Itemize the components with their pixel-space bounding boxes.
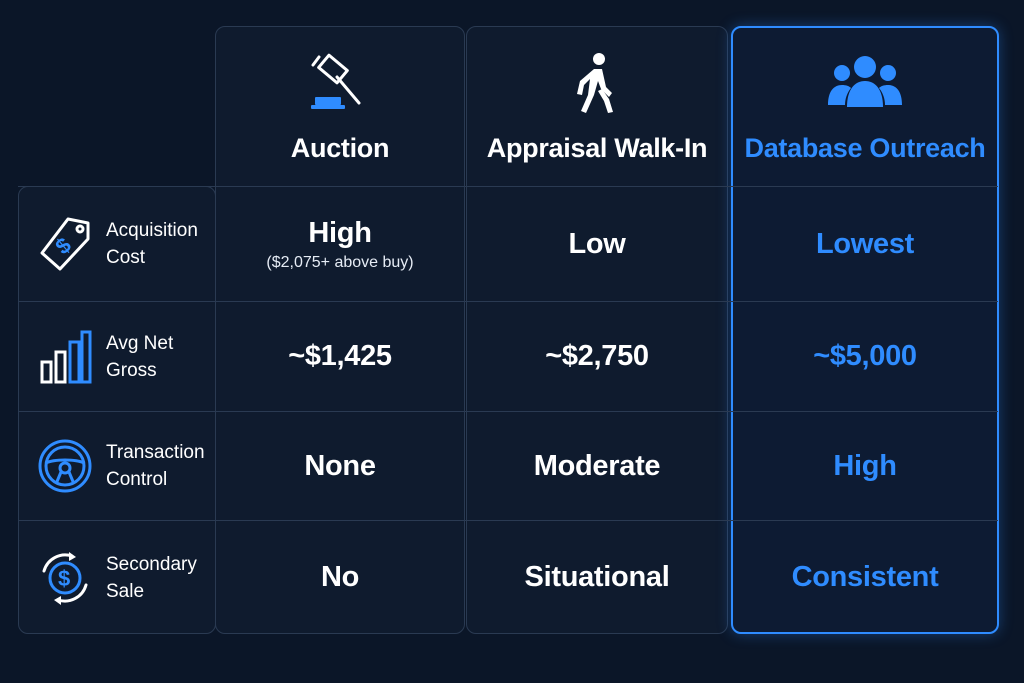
cell-value: Situational — [524, 561, 670, 593]
cell-value: ~$5,000 — [813, 340, 917, 372]
cell-auction-avg-net-gross: ~$1,425 — [215, 302, 465, 411]
cell-value: High — [833, 449, 897, 482]
cell-subtext: ($2,075+ above buy) — [266, 253, 414, 271]
steering-wheel-icon — [34, 435, 96, 497]
row-label-transaction-control: Transaction Control — [18, 412, 216, 520]
people-group-icon — [827, 51, 903, 115]
price-tag-icon: $ — [34, 213, 96, 275]
row-label-line: Cost — [106, 247, 146, 268]
cell-value: High — [308, 216, 372, 249]
cell-value: None — [304, 449, 376, 482]
cell-database-acquisition-cost: Lowest — [731, 187, 999, 301]
column-title: Database Outreach — [744, 133, 986, 163]
header-database-outreach: Database Outreach — [731, 26, 999, 186]
row-label-line: Sale — [106, 580, 145, 602]
row-label-secondary-sale: $ Secondary Sale — [18, 521, 216, 634]
column-title: Auction — [290, 133, 390, 163]
cell-database-transaction-control: High — [731, 412, 999, 520]
cell-value: ~$1,425 — [288, 340, 392, 372]
dollar-cycle-icon: $ — [34, 547, 96, 609]
cell-auction-acquisition-cost: High ($2,075+ above buy) — [215, 187, 465, 301]
column-title: Appraisal Walk-In — [486, 133, 708, 163]
comparison-table: Auction Appraisal Walk-In — [18, 26, 999, 636]
row-label-line: Transaction — [106, 442, 205, 463]
row-label-avg-net-gross: Avg Net Gross — [18, 302, 216, 411]
cell-database-avg-net-gross: ~$5,000 — [731, 302, 999, 411]
row-label-line: Gross — [106, 359, 157, 381]
row-divider — [18, 520, 998, 521]
row-divider — [18, 186, 998, 187]
column-appraisal-walk-in — [466, 26, 728, 634]
cell-database-secondary-sale: Consistent — [731, 521, 999, 634]
row-label-line: Secondary — [106, 553, 197, 575]
cell-auction-transaction-control: None — [215, 412, 465, 520]
cell-value: Moderate — [533, 449, 661, 482]
cell-appraisal-avg-net-gross: ~$2,750 — [466, 302, 728, 411]
column-database-outreach — [731, 26, 999, 634]
column-auction — [215, 26, 465, 634]
cell-appraisal-secondary-sale: Situational — [466, 521, 728, 634]
gavel-icon — [305, 51, 375, 115]
cell-appraisal-transaction-control: Moderate — [466, 412, 728, 520]
row-label-acquisition-cost: $ Acquisition Cost — [18, 187, 216, 301]
walking-person-icon — [572, 51, 622, 115]
cell-value: Consistent — [791, 561, 939, 593]
cell-value: Low — [568, 227, 626, 260]
row-divider — [18, 411, 998, 412]
header-appraisal-walk-in: Appraisal Walk-In — [466, 26, 728, 186]
cell-value: ~$2,750 — [545, 340, 649, 372]
cell-auction-secondary-sale: No — [215, 521, 465, 634]
svg-text:$: $ — [58, 566, 70, 591]
cell-value: No — [320, 561, 360, 593]
cell-appraisal-acquisition-cost: Low — [466, 187, 728, 301]
row-label-line: Control — [106, 469, 168, 490]
header-auction: Auction — [215, 26, 465, 186]
row-divider — [18, 301, 998, 302]
row-label-line: Acquisition — [106, 220, 198, 241]
bar-chart-icon — [34, 326, 96, 388]
row-label-line: Avg Net — [106, 332, 174, 354]
cell-value: Lowest — [815, 227, 915, 260]
